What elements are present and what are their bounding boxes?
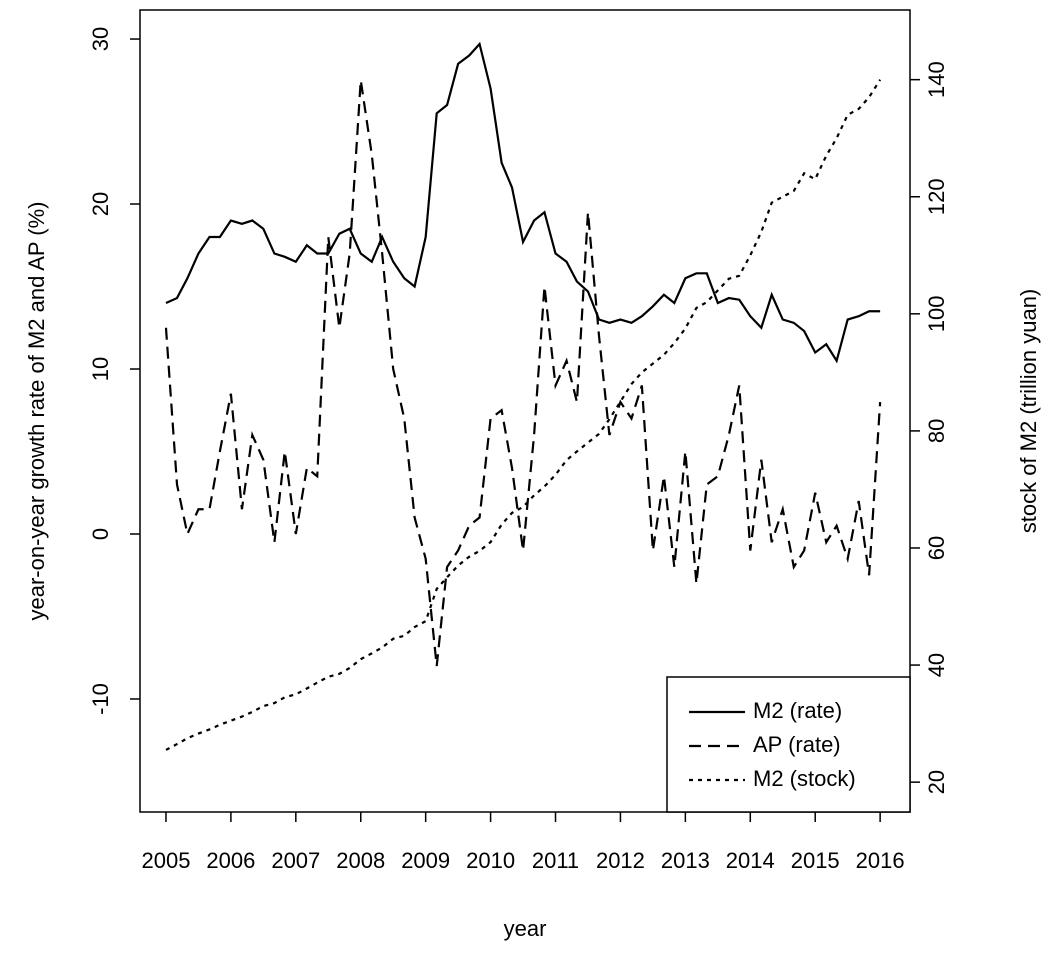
legend-label: M2 (stock) — [753, 766, 856, 791]
y-tick-label: 10 — [88, 357, 113, 381]
y-tick-label: 30 — [88, 27, 113, 51]
y2-tick-label: 140 — [924, 61, 949, 98]
series-line — [165, 41, 881, 364]
x-tick-label: 2010 — [466, 848, 515, 873]
y-tick-label: -10 — [88, 683, 113, 715]
legend-label: AP (rate) — [753, 732, 841, 757]
x-tick-label: 2012 — [596, 848, 645, 873]
y2-tick-label: 80 — [924, 419, 949, 443]
x-tick-label: 2005 — [141, 848, 190, 873]
x-tick-label: 2016 — [856, 848, 905, 873]
x-tick-label: 2007 — [271, 848, 320, 873]
x-tick-label: 2014 — [726, 848, 775, 873]
series-line — [164, 80, 882, 667]
plot-frame — [139, 9, 911, 813]
y2-tick-label: 20 — [924, 770, 949, 794]
x-tick-label: 2015 — [791, 848, 840, 873]
y2-tick-label: 40 — [924, 653, 949, 677]
series-line — [165, 79, 882, 751]
y-tick-label: 0 — [88, 528, 113, 540]
x-tick-label: 2006 — [206, 848, 255, 873]
y2-tick-label: 60 — [924, 536, 949, 560]
legend-label: M2 (rate) — [753, 698, 842, 723]
legend-box — [666, 676, 911, 813]
x-axis-label: year — [504, 916, 547, 941]
y-tick-label: 20 — [88, 192, 113, 216]
x-tick-label: 2009 — [401, 848, 450, 873]
y2-axis-label: stock of M2 (trillion yuan) — [1016, 289, 1041, 534]
y2-tick-label: 120 — [924, 178, 949, 215]
x-tick-label: 2008 — [336, 848, 385, 873]
y2-tick-label: 100 — [924, 295, 949, 332]
y-axis-label: year-on-year growth rate of M2 and AP (%… — [24, 201, 49, 620]
x-tick-label: 2011 — [532, 848, 579, 873]
x-tick-label: 2013 — [661, 848, 710, 873]
